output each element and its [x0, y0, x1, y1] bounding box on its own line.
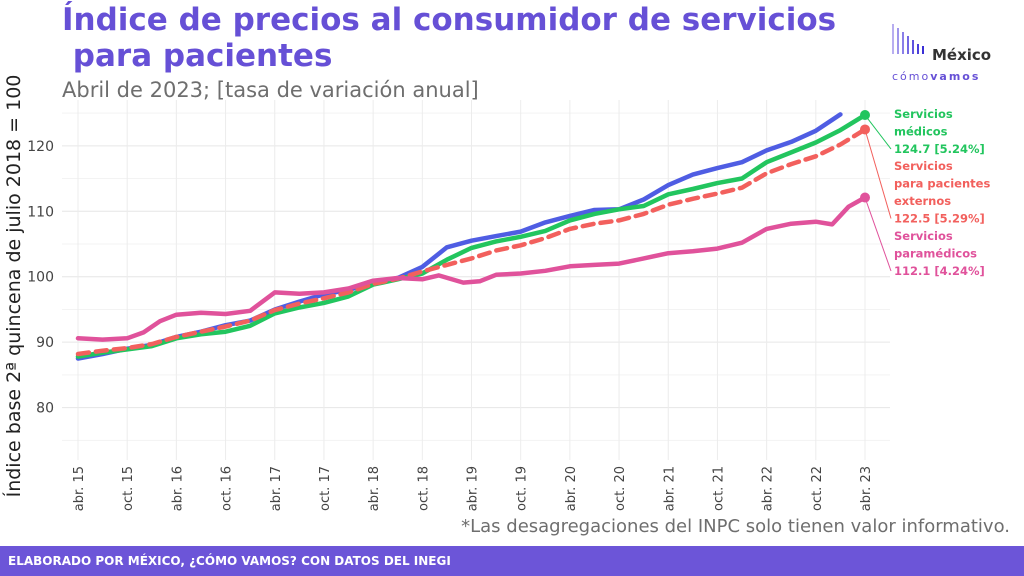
series-label: médicos	[894, 125, 948, 139]
chart-subtitle: Abril de 2023; [tasa de variación anual]	[62, 78, 479, 102]
y-tick-label: 90	[36, 335, 54, 351]
logo-name: México	[932, 46, 992, 64]
chart-title: Índice de precios al consumidor de servi…	[62, 2, 837, 74]
series-label: Servicios	[894, 229, 953, 243]
series-label-leader	[864, 129, 892, 219]
y-tick-label: 110	[27, 204, 54, 220]
series-line	[75, 127, 868, 357]
series-line	[75, 112, 868, 359]
x-tick-label: oct. 21	[711, 466, 726, 511]
x-tick-label: oct. 15	[121, 466, 136, 511]
logo-tagline-b: vamos	[930, 70, 981, 83]
series-label: 122.5 [5.29%]	[894, 212, 985, 226]
y-tick-label: 120	[27, 139, 54, 155]
x-tick-label: oct. 17	[318, 466, 333, 511]
series-label: para pacientes	[894, 177, 990, 191]
series-label: 124.7 [5.24%]	[894, 142, 985, 156]
x-tick-label: abr. 19	[466, 466, 481, 511]
series-line	[75, 112, 843, 361]
logo-tagline: cómovamos	[892, 70, 980, 83]
x-tick-label: abr. 16	[170, 466, 185, 511]
mexico-como-vamos-logo: México cómovamos	[892, 22, 1002, 83]
footnote: *Las desagregaciones del INPC solo tiene…	[461, 516, 1010, 537]
x-tick-labels: abr. 15 oct. 15 abr. 16 oct. 16 abr. 17 oct. …	[72, 466, 874, 511]
x-tick-label: abr. 20	[564, 466, 579, 511]
y-tick-label: 100	[27, 270, 54, 286]
series-lines	[75, 110, 870, 361]
series-label: paramédicos	[894, 247, 977, 261]
x-tick-label: oct. 16	[220, 466, 235, 511]
x-tick-label: abr. 21	[662, 466, 677, 511]
x-tick-label: abr. 22	[761, 466, 776, 511]
grid-lines	[62, 100, 890, 460]
x-tick-label: abr. 18	[367, 466, 382, 511]
series-line	[75, 195, 868, 342]
x-tick-label: abr. 23	[859, 466, 874, 511]
x-tick-label: oct. 22	[810, 466, 825, 511]
logo-bars-icon	[892, 24, 924, 54]
x-tick-label: oct. 18	[416, 466, 431, 511]
x-tick-label: oct. 19	[515, 466, 530, 511]
series-labels: Servicios médicos 124.7 [5.24%] Servicios pa…	[864, 107, 990, 278]
series-label: Servicios	[894, 159, 953, 173]
y-tick-labels: 80 90 100 110 120	[27, 139, 54, 417]
x-tick-label: abr. 17	[269, 466, 284, 511]
source-footer: ELABORADO POR MÉXICO, ¿CÓMO VAMOS? CON D…	[0, 546, 1024, 576]
series-label-leader	[864, 197, 892, 272]
series-label: 112.1 [4.24%]	[894, 264, 985, 278]
x-tick-label: oct. 20	[613, 466, 628, 511]
x-tick-label: abr. 15	[72, 466, 87, 511]
y-tick-label: 80	[36, 401, 54, 417]
series-label: Servicios	[894, 107, 953, 121]
series-label: externos	[894, 194, 951, 208]
series-label-leader	[864, 114, 892, 150]
logo-tagline-a: cómo	[892, 70, 931, 83]
